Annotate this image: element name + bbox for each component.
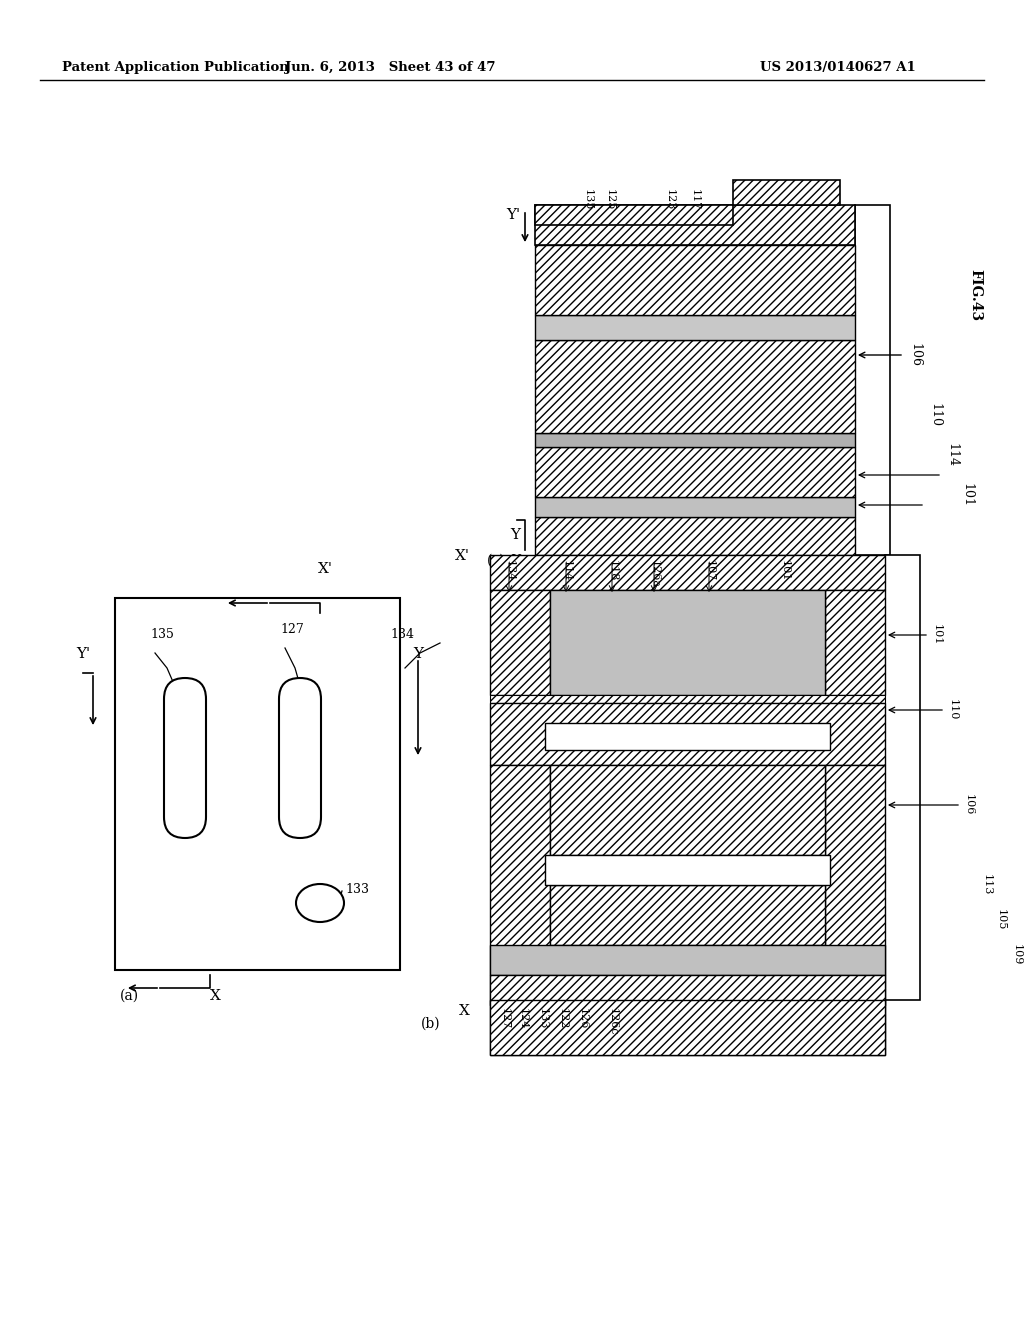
- Text: (a): (a): [120, 989, 139, 1003]
- Text: 123: 123: [665, 189, 675, 210]
- Bar: [490, 1005, 885, 1055]
- Bar: [490, 590, 550, 696]
- Bar: [825, 766, 885, 1005]
- Text: Patent Application Publication: Patent Application Publication: [62, 62, 289, 74]
- Text: Y: Y: [511, 554, 520, 568]
- Bar: [535, 498, 855, 517]
- Text: (b): (b): [421, 1016, 440, 1031]
- Text: 122: 122: [558, 1008, 568, 1030]
- Bar: [535, 246, 855, 315]
- Bar: [545, 855, 830, 884]
- Text: 101: 101: [745, 560, 754, 579]
- Bar: [490, 704, 885, 766]
- Bar: [535, 433, 855, 447]
- FancyBboxPatch shape: [164, 678, 206, 838]
- Bar: [550, 884, 825, 945]
- Text: 133: 133: [345, 883, 369, 896]
- Text: 124: 124: [577, 560, 586, 579]
- Text: 122: 122: [593, 560, 602, 579]
- Text: 135: 135: [583, 189, 593, 210]
- Bar: [490, 766, 550, 1005]
- Text: 107: 107: [705, 560, 715, 581]
- Bar: [550, 590, 825, 696]
- FancyBboxPatch shape: [279, 678, 321, 838]
- Text: 118: 118: [608, 560, 618, 581]
- Bar: [535, 205, 733, 224]
- Text: 135: 135: [150, 628, 174, 642]
- Bar: [825, 590, 885, 696]
- Text: X': X': [455, 549, 470, 564]
- Text: US 2013/0140627 A1: US 2013/0140627 A1: [760, 62, 915, 74]
- Bar: [535, 341, 855, 433]
- Text: X': X': [317, 562, 333, 576]
- Text: FIG.43: FIG.43: [968, 269, 982, 321]
- Bar: [545, 723, 830, 750]
- Text: 126a: 126a: [613, 560, 622, 586]
- Text: 109: 109: [1012, 944, 1022, 966]
- Bar: [535, 315, 855, 341]
- Text: 117: 117: [690, 189, 700, 210]
- Bar: [535, 517, 855, 554]
- Text: 101: 101: [780, 560, 790, 581]
- Bar: [490, 975, 885, 1005]
- Text: 105: 105: [996, 909, 1006, 931]
- Text: 114: 114: [945, 444, 958, 467]
- Text: 101: 101: [932, 624, 942, 645]
- Text: Jun. 6, 2013   Sheet 43 of 47: Jun. 6, 2013 Sheet 43 of 47: [285, 62, 496, 74]
- Text: 133: 133: [538, 1008, 548, 1030]
- Text: 113: 113: [982, 874, 992, 896]
- Text: 110: 110: [948, 700, 958, 721]
- Text: 134: 134: [543, 560, 552, 579]
- Bar: [490, 696, 885, 704]
- Text: 134: 134: [390, 628, 414, 642]
- Text: 118: 118: [640, 560, 649, 579]
- Text: 110: 110: [928, 403, 941, 426]
- Bar: [855, 205, 890, 554]
- Text: Y': Y': [76, 647, 90, 661]
- Ellipse shape: [296, 884, 344, 921]
- Bar: [560, 235, 728, 246]
- Text: 124: 124: [518, 1008, 528, 1030]
- Text: 106: 106: [908, 343, 921, 367]
- Text: 126: 126: [578, 1008, 588, 1030]
- Text: Y': Y': [506, 209, 520, 222]
- Text: 126c: 126c: [608, 1008, 618, 1036]
- Bar: [550, 766, 825, 855]
- Bar: [490, 1001, 885, 1055]
- Bar: [115, 598, 400, 970]
- Bar: [733, 180, 840, 205]
- Bar: [885, 554, 920, 1001]
- Text: 134: 134: [505, 560, 515, 581]
- Text: 127: 127: [560, 560, 569, 579]
- Bar: [535, 205, 855, 246]
- Text: Y: Y: [413, 647, 423, 661]
- Text: X: X: [459, 1005, 470, 1018]
- Text: 107: 107: [683, 560, 692, 579]
- Bar: [535, 447, 855, 498]
- Text: 106: 106: [964, 795, 974, 816]
- Text: 125: 125: [605, 189, 615, 210]
- Text: 101: 101: [961, 483, 973, 507]
- Text: (c): (c): [486, 554, 505, 568]
- Bar: [490, 554, 885, 590]
- Text: X: X: [210, 989, 220, 1003]
- Text: 127: 127: [500, 1008, 510, 1030]
- Text: 127: 127: [280, 623, 304, 636]
- Bar: [490, 945, 885, 975]
- Text: 114: 114: [562, 560, 572, 581]
- Text: Y: Y: [510, 528, 520, 543]
- Text: 126a: 126a: [650, 560, 660, 587]
